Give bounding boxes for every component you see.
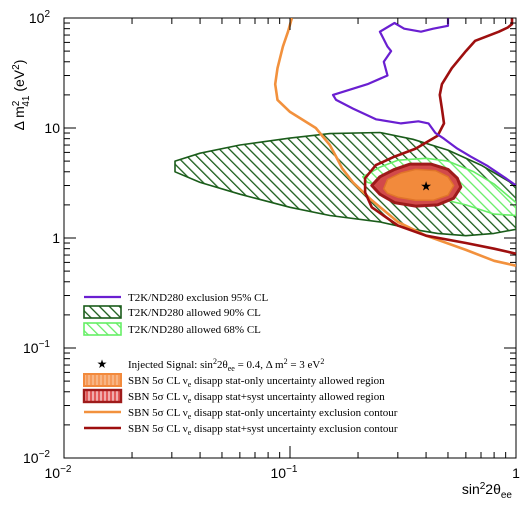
legend-swatch-t2k-90	[83, 305, 122, 319]
sbn-stat-only-allowed-region	[383, 168, 455, 202]
y-tick-label: 10−2	[23, 449, 50, 466]
legend-label-signal: Injected Signal: sin22θee = 0.4, Δ m2 = …	[128, 357, 324, 373]
x-axis-title: sin22θee	[462, 481, 513, 501]
injected-signal-star: ★	[420, 180, 432, 195]
legend-swatch-sbn-syst-region	[82, 388, 123, 404]
legend-swatch-t2k-68	[83, 322, 122, 336]
legend-label-t2k-90: T2K/ND280 allowed 90% CL	[128, 307, 261, 319]
legend-label-sbn-syst-contour: SBN 5σ CL νe disapp stat+syst uncertaint…	[128, 423, 398, 437]
t2k-exclusion-95-line	[331, 18, 516, 187]
legend-label-t2k-exclusion: T2K/ND280 exclusion 95% CL	[128, 292, 269, 304]
y-axis-title: Δ m241 (eV2)	[11, 60, 32, 131]
sbn-stat-syst-exclusion-contour	[363, 18, 516, 255]
legend-label-sbn-syst-region: SBN 5σ CL νe disapp stat+syst uncertaint…	[128, 391, 385, 405]
x-tick-label: 10−1	[271, 464, 298, 481]
y-tick-label: 10	[44, 120, 60, 136]
x-tick-label: 1	[512, 465, 520, 481]
legend-label-sbn-stat-contour: SBN 5σ CL νe disapp stat-only uncertaint…	[128, 407, 398, 421]
x-tick-label: 10−2	[45, 464, 72, 481]
y-tick-label: 10−1	[23, 339, 50, 356]
y-tick-label: 1	[52, 230, 60, 246]
axis-tick-labels: 10−2 10−1 1 10−2 10−1 1 10 102	[23, 9, 520, 481]
legend-swatch-sbn-stat-region	[83, 373, 122, 387]
legend: T2K/ND280 exclusion 95% CL T2K/ND280 all…	[82, 292, 398, 437]
axis-ticks	[63, 17, 517, 459]
y-tick-label: 102	[29, 9, 51, 26]
legend-swatch-signal-star: ★	[97, 357, 108, 371]
legend-label-t2k-68: T2K/ND280 allowed 68% CL	[128, 324, 261, 336]
legend-label-sbn-stat-region: SBN 5σ CL νe disapp stat-only uncertaint…	[128, 375, 385, 389]
